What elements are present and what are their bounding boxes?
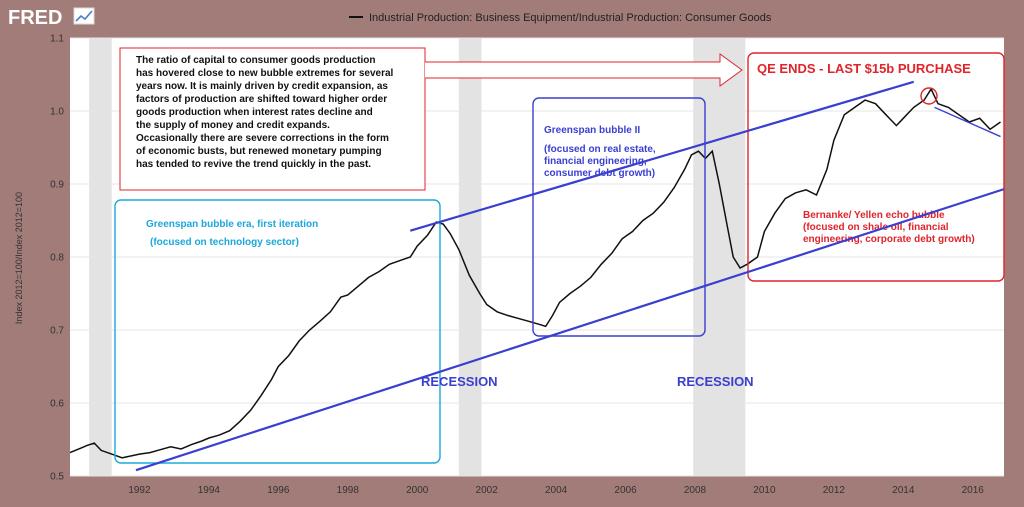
intro-line: The ratio of capital to consumer goods p… (136, 55, 375, 66)
x-tick-label: 2006 (614, 485, 637, 496)
recession-label-2008: RECESSION (677, 374, 754, 389)
x-tick-label: 2010 (753, 485, 776, 496)
bubble2-sub-line: financial engineering, (544, 156, 647, 167)
y-tick-label: 0.8 (50, 253, 64, 264)
x-tick-label: 1998 (337, 485, 360, 496)
x-axis-ticks: 1992 1994 1996 1998 2000 2002 2004 2006 2008 2010… (128, 485, 984, 496)
x-tick-label: 2004 (545, 485, 568, 496)
qe-ends-label: QE ENDS - LAST $15b PURCHASE (757, 61, 971, 76)
y-tick-label: 0.7 (50, 326, 64, 337)
intro-textbox (119, 47, 426, 191)
x-tick-label: 2012 (823, 485, 846, 496)
x-tick-label: 2002 (476, 485, 499, 496)
y-tick-label: 1.0 (50, 107, 64, 118)
x-tick-label: 2014 (892, 485, 915, 496)
fred-logo-line-icon (75, 10, 93, 22)
x-tick-label: 2000 (406, 485, 429, 496)
bubble2-sub-line: consumer debt growth) (544, 168, 655, 179)
intro-text: The ratio of capital to consumer goods p… (136, 55, 396, 170)
intro-line: years now. It is mainly driven by credit… (136, 81, 388, 92)
intro-line: the supply of money and credit expands. (136, 120, 330, 131)
right-arrow-icon (425, 53, 743, 87)
bubble1-title: Greenspan bubble era, first iteration (146, 219, 318, 230)
annotation-layer: The ratio of capital to consumer goods p… (114, 47, 1005, 464)
x-tick-label: 2008 (684, 485, 707, 496)
y-axis-ticks: 0.5 0.6 0.7 0.8 0.9 1.0 1.1 (50, 34, 64, 483)
trend-line-lower-channel (135, 188, 1005, 472)
fred-logo[interactable]: FRED (8, 7, 95, 29)
trend-line-upper-channel (409, 80, 915, 232)
y-axis-title: Index 2012=100/Index 2012=100 (14, 192, 24, 324)
x-tick-label: 1992 (128, 485, 151, 496)
bubble3-subtitle: (focused on shale oil, financial enginee… (803, 222, 975, 245)
x-tick-label: 1996 (267, 485, 290, 496)
fred-logo-chart-icon (73, 7, 95, 25)
bubble2-subtitle: (focused on real estate, financial engin… (544, 144, 658, 179)
x-tick-label: 1994 (198, 485, 221, 496)
bubble3-sub-line: (focused on shale oil, financial (803, 222, 949, 233)
y-tick-label: 1.1 (50, 34, 64, 45)
trend-line-recent-decline (934, 106, 1001, 138)
fred-logo-text: FRED (8, 7, 62, 29)
intro-line: has tended to revive the trend quickly i… (136, 159, 371, 170)
intro-line: has hovered close to new bubble extremes… (136, 68, 394, 79)
bubble1-box (114, 199, 441, 464)
bubble2-box (532, 97, 706, 337)
intro-line: factors of production are shifted toward… (136, 94, 387, 105)
intro-line: Occasionally there are severe correction… (136, 133, 389, 144)
legend-label: Industrial Production: Business Equipmen… (369, 12, 772, 24)
bubble3-box (747, 52, 1005, 282)
bubble1-subtitle: (focused on technology sector) (150, 237, 299, 248)
intro-line: goods production when interest rates dec… (136, 107, 373, 118)
bubble2-title: Greenspan bubble II (544, 125, 640, 136)
y-tick-label: 0.5 (50, 472, 64, 483)
series-line (69, 87, 1001, 459)
intro-line: of economic busts, but renewed monetary … (136, 146, 382, 157)
x-tick-label: 2016 (962, 485, 985, 496)
qe-end-marker (920, 87, 938, 105)
recession-label-2001: RECESSION (421, 374, 498, 389)
y-tick-label: 0.6 (50, 399, 64, 410)
bubble3-sub-line: engineering, corporate debt growth) (803, 234, 975, 245)
bubble3-title: Bernanke/ Yellen echo bubble (803, 210, 945, 221)
y-tick-label: 0.9 (50, 180, 64, 191)
bubble2-sub-line: (focused on real estate, (544, 144, 656, 155)
